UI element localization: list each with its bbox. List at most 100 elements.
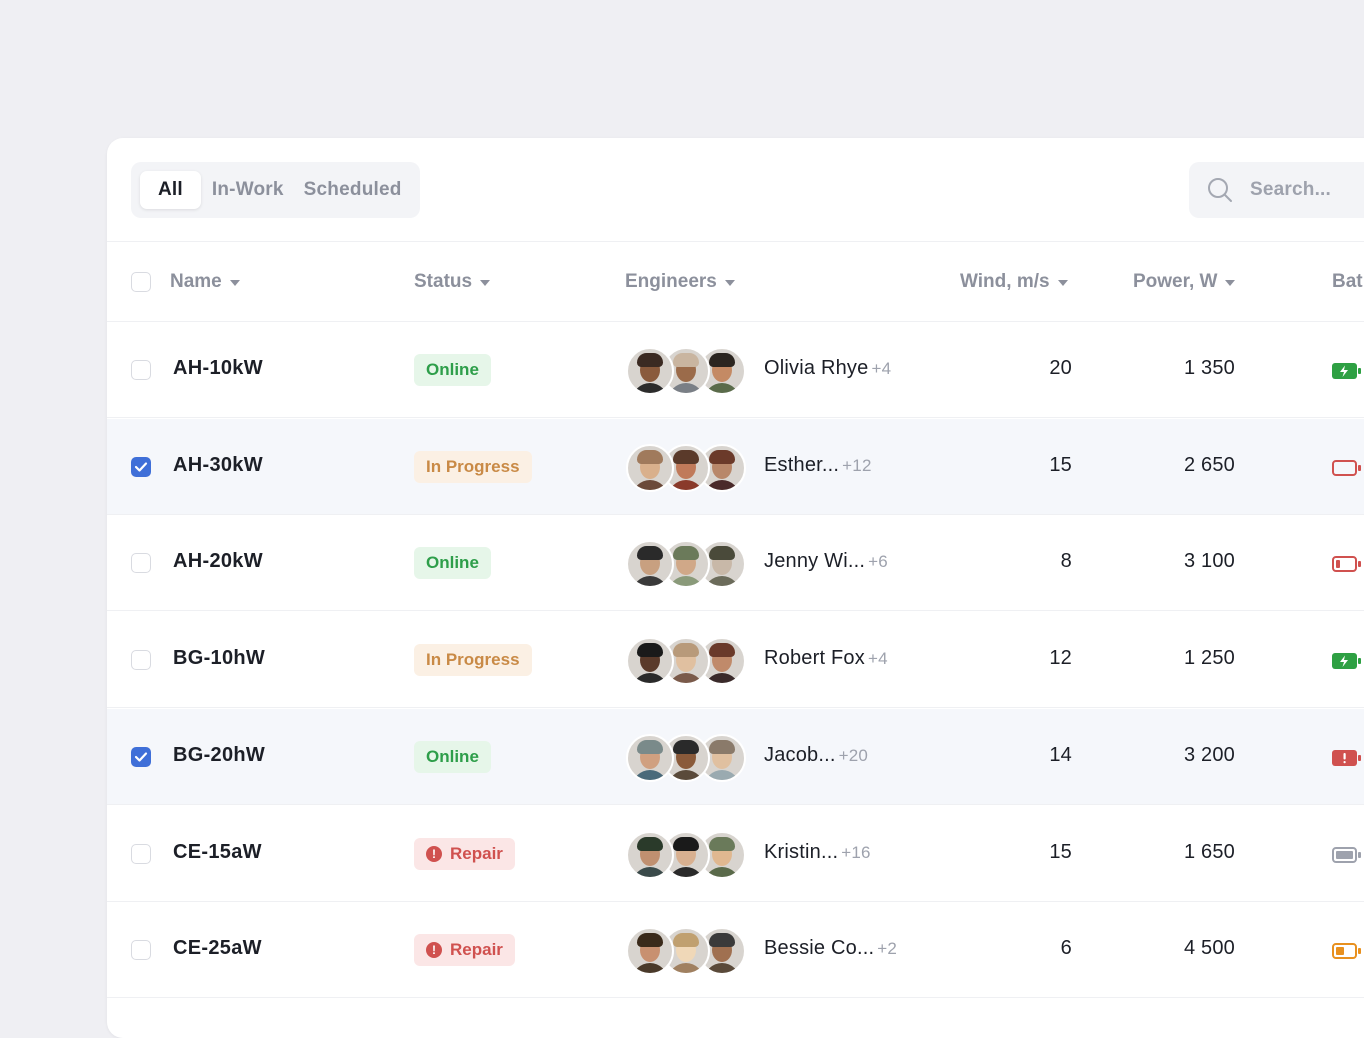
- engineer-more-count: +6: [868, 552, 888, 572]
- column-power[interactable]: Power, W: [1133, 271, 1236, 293]
- engineer-name: Bessie Co... +2: [764, 937, 897, 960]
- sort-caret-icon: [480, 280, 491, 286]
- avatar: [626, 830, 674, 879]
- engineer-avatars[interactable]: [626, 927, 746, 976]
- power-value: 3 100: [1183, 550, 1235, 573]
- status-label: Repair: [450, 843, 503, 863]
- turbine-name: BG-10hW: [173, 647, 266, 670]
- column-engineers[interactable]: Engineers: [625, 271, 735, 293]
- wind-value: 12: [1049, 647, 1072, 670]
- table-row[interactable]: CE-25aW! Repair Bessie Co... +2 6 4 500: [107, 902, 1364, 999]
- turbine-name: BG-20hW: [173, 743, 266, 766]
- table-row[interactable]: CE-15aW! Repair Kristin... +16 15 1 650: [107, 806, 1364, 902]
- wind-value: 8: [1060, 550, 1072, 573]
- power-value: 4 500: [1183, 937, 1235, 960]
- battery-icon: [1332, 943, 1361, 960]
- status-label: In Progress: [426, 456, 520, 476]
- wind-value: 14: [1049, 743, 1072, 766]
- row-divider: [107, 610, 1364, 612]
- column-name[interactable]: Name: [170, 271, 240, 293]
- battery-icon: [1332, 459, 1361, 476]
- turbine-name: AH-20kW: [173, 550, 263, 573]
- power-value: 1 250: [1183, 647, 1235, 670]
- power-value: 3 200: [1183, 743, 1235, 766]
- column-wind-label: Wind, m/s: [960, 271, 1050, 292]
- sort-caret-icon: [1225, 280, 1236, 286]
- column-power-label: Power, W: [1133, 271, 1218, 292]
- row-checkbox[interactable]: [131, 746, 151, 767]
- engineer-name: Robert Fox +4: [764, 647, 888, 670]
- engineer-avatars[interactable]: [626, 830, 746, 879]
- engineer-primary: Jenny Wi...: [764, 550, 866, 573]
- table-row[interactable]: AH-10kW Online Olivia Rhye +4 20 1 350: [107, 322, 1364, 418]
- engineer-avatars[interactable]: [626, 347, 746, 395]
- avatar: [698, 347, 746, 395]
- search-placeholder: Search...: [1250, 179, 1332, 200]
- row-checkbox[interactable]: [131, 650, 151, 671]
- status-label: Repair: [450, 940, 503, 960]
- row-checkbox[interactable]: [131, 553, 151, 574]
- engineer-primary: Robert Fox: [764, 647, 865, 670]
- search-input[interactable]: Search...: [1189, 162, 1364, 218]
- select-all-checkbox[interactable]: [131, 272, 151, 292]
- row-checkbox[interactable]: [131, 360, 151, 380]
- avatar: [626, 347, 674, 395]
- status-badge: ! Repair: [414, 837, 515, 870]
- engineer-avatars[interactable]: [626, 733, 746, 782]
- table-row[interactable]: BG-20hW Online Jacob... +20 14 3 200: [107, 708, 1364, 805]
- turbine-name: AH-30kW: [173, 453, 263, 476]
- engineer-more-count: +4: [871, 359, 892, 378]
- engineer-name: Esther... +12: [764, 454, 872, 477]
- row-checkbox[interactable]: [131, 940, 151, 961]
- battery-icon: [1332, 363, 1361, 379]
- engineer-avatars[interactable]: [626, 540, 746, 589]
- row-checkbox[interactable]: [131, 456, 151, 477]
- tab-in-work[interactable]: In-Work: [211, 179, 284, 200]
- alert-icon: !: [426, 845, 442, 862]
- status-label: In Progress: [426, 650, 520, 670]
- status-badge: Online: [414, 354, 491, 386]
- status-label: Online: [426, 553, 479, 573]
- column-battery[interactable]: Bat: [1332, 271, 1363, 293]
- wind-value: 6: [1060, 937, 1072, 960]
- table-row[interactable]: AH-30kW In Progress Esther... +12 15 2 650: [107, 418, 1364, 515]
- table-row[interactable]: AH-20kW Online Jenny Wi... +6 8 3 100: [107, 515, 1364, 612]
- toolbar-divider: [107, 241, 1364, 242]
- engineer-primary: Esther...: [764, 453, 840, 476]
- checkmark-icon: [134, 752, 148, 762]
- row-divider: [107, 997, 1364, 999]
- tab-all[interactable]: All: [140, 171, 201, 209]
- engineer-name: Olivia Rhye +4: [764, 357, 891, 380]
- status-badge: ! Repair: [414, 934, 515, 967]
- engineer-more-count: +20: [838, 745, 869, 765]
- engineer-more-count: +4: [867, 649, 888, 669]
- tab-scheduled[interactable]: Scheduled: [303, 179, 402, 200]
- row-divider: [107, 417, 1364, 418]
- avatar: [626, 637, 674, 686]
- engineer-name: Jenny Wi... +6: [764, 550, 888, 573]
- sort-caret-icon: [1057, 280, 1068, 286]
- row-checkbox[interactable]: [131, 843, 151, 864]
- engineer-more-count: +2: [877, 939, 898, 959]
- row-divider: [107, 513, 1364, 515]
- battery-icon: [1332, 653, 1361, 670]
- wind-value: 20: [1049, 357, 1072, 379]
- turbine-name: CE-15aW: [173, 840, 262, 863]
- engineer-name: Kristin... +16: [764, 841, 871, 864]
- header-divider: [107, 321, 1364, 322]
- column-status[interactable]: Status: [414, 271, 491, 293]
- sort-caret-icon: [724, 280, 735, 286]
- column-wind[interactable]: Wind, m/s: [960, 271, 1068, 293]
- table-row[interactable]: BG-10hW In Progress Robert Fox +4 12 1 250: [107, 612, 1364, 709]
- avatar: [626, 540, 674, 589]
- engineer-avatars[interactable]: [626, 637, 746, 686]
- power-value: 1 350: [1183, 357, 1235, 379]
- avatar: [626, 443, 674, 492]
- avatar: [662, 927, 710, 976]
- row-divider: [107, 900, 1364, 902]
- row-divider: [107, 707, 1364, 709]
- avatar: [698, 443, 746, 492]
- engineer-avatars[interactable]: [626, 443, 746, 492]
- engineer-more-count: +16: [841, 842, 871, 862]
- engineer-primary: Jacob...: [764, 743, 836, 766]
